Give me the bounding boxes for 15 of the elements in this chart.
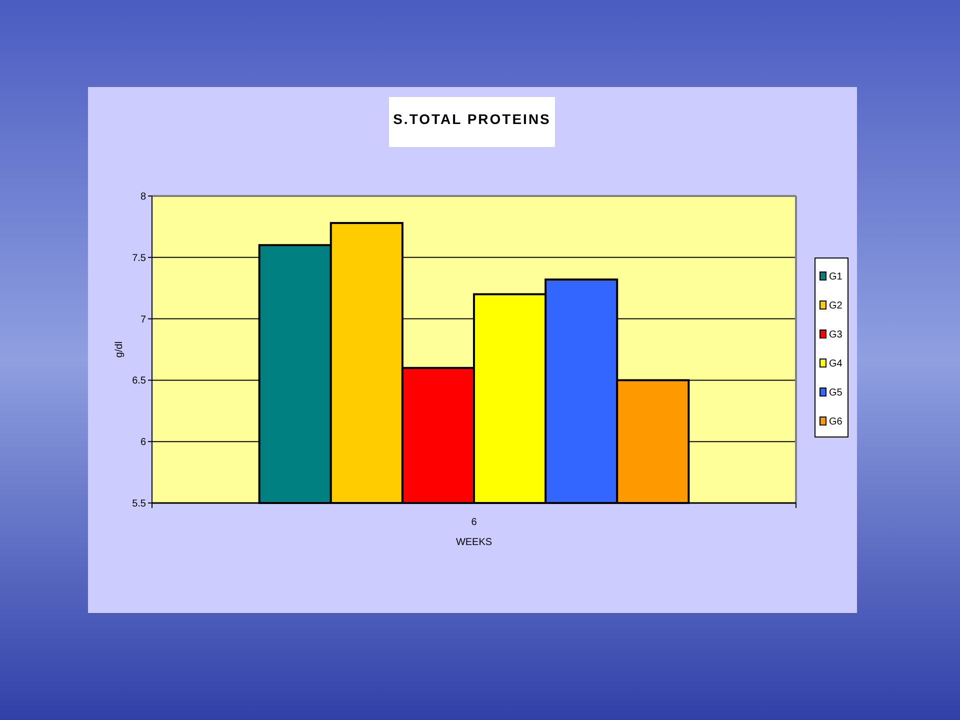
y-tick-label: 6.5 [132, 376, 146, 387]
y-tick-label: 6 [140, 437, 146, 448]
legend-label: G4 [829, 358, 843, 370]
legend-label: G5 [829, 388, 843, 398]
y-axis-title: g/dl [114, 341, 125, 358]
y-tick-label: 8 [140, 192, 146, 202]
x-axis-title: WEEKS [456, 537, 492, 548]
legend-label: G2 [829, 300, 843, 312]
legend-label: G6 [829, 416, 843, 428]
legend-label: G1 [829, 272, 843, 282]
chart-title: S.TOTAL PROTEINS [393, 111, 551, 127]
y-tick-label: 7 [140, 314, 146, 326]
y-tick-label: 7.5 [132, 252, 146, 264]
legend-label: G3 [829, 330, 843, 340]
y-tick-label: 5.5 [132, 498, 146, 510]
